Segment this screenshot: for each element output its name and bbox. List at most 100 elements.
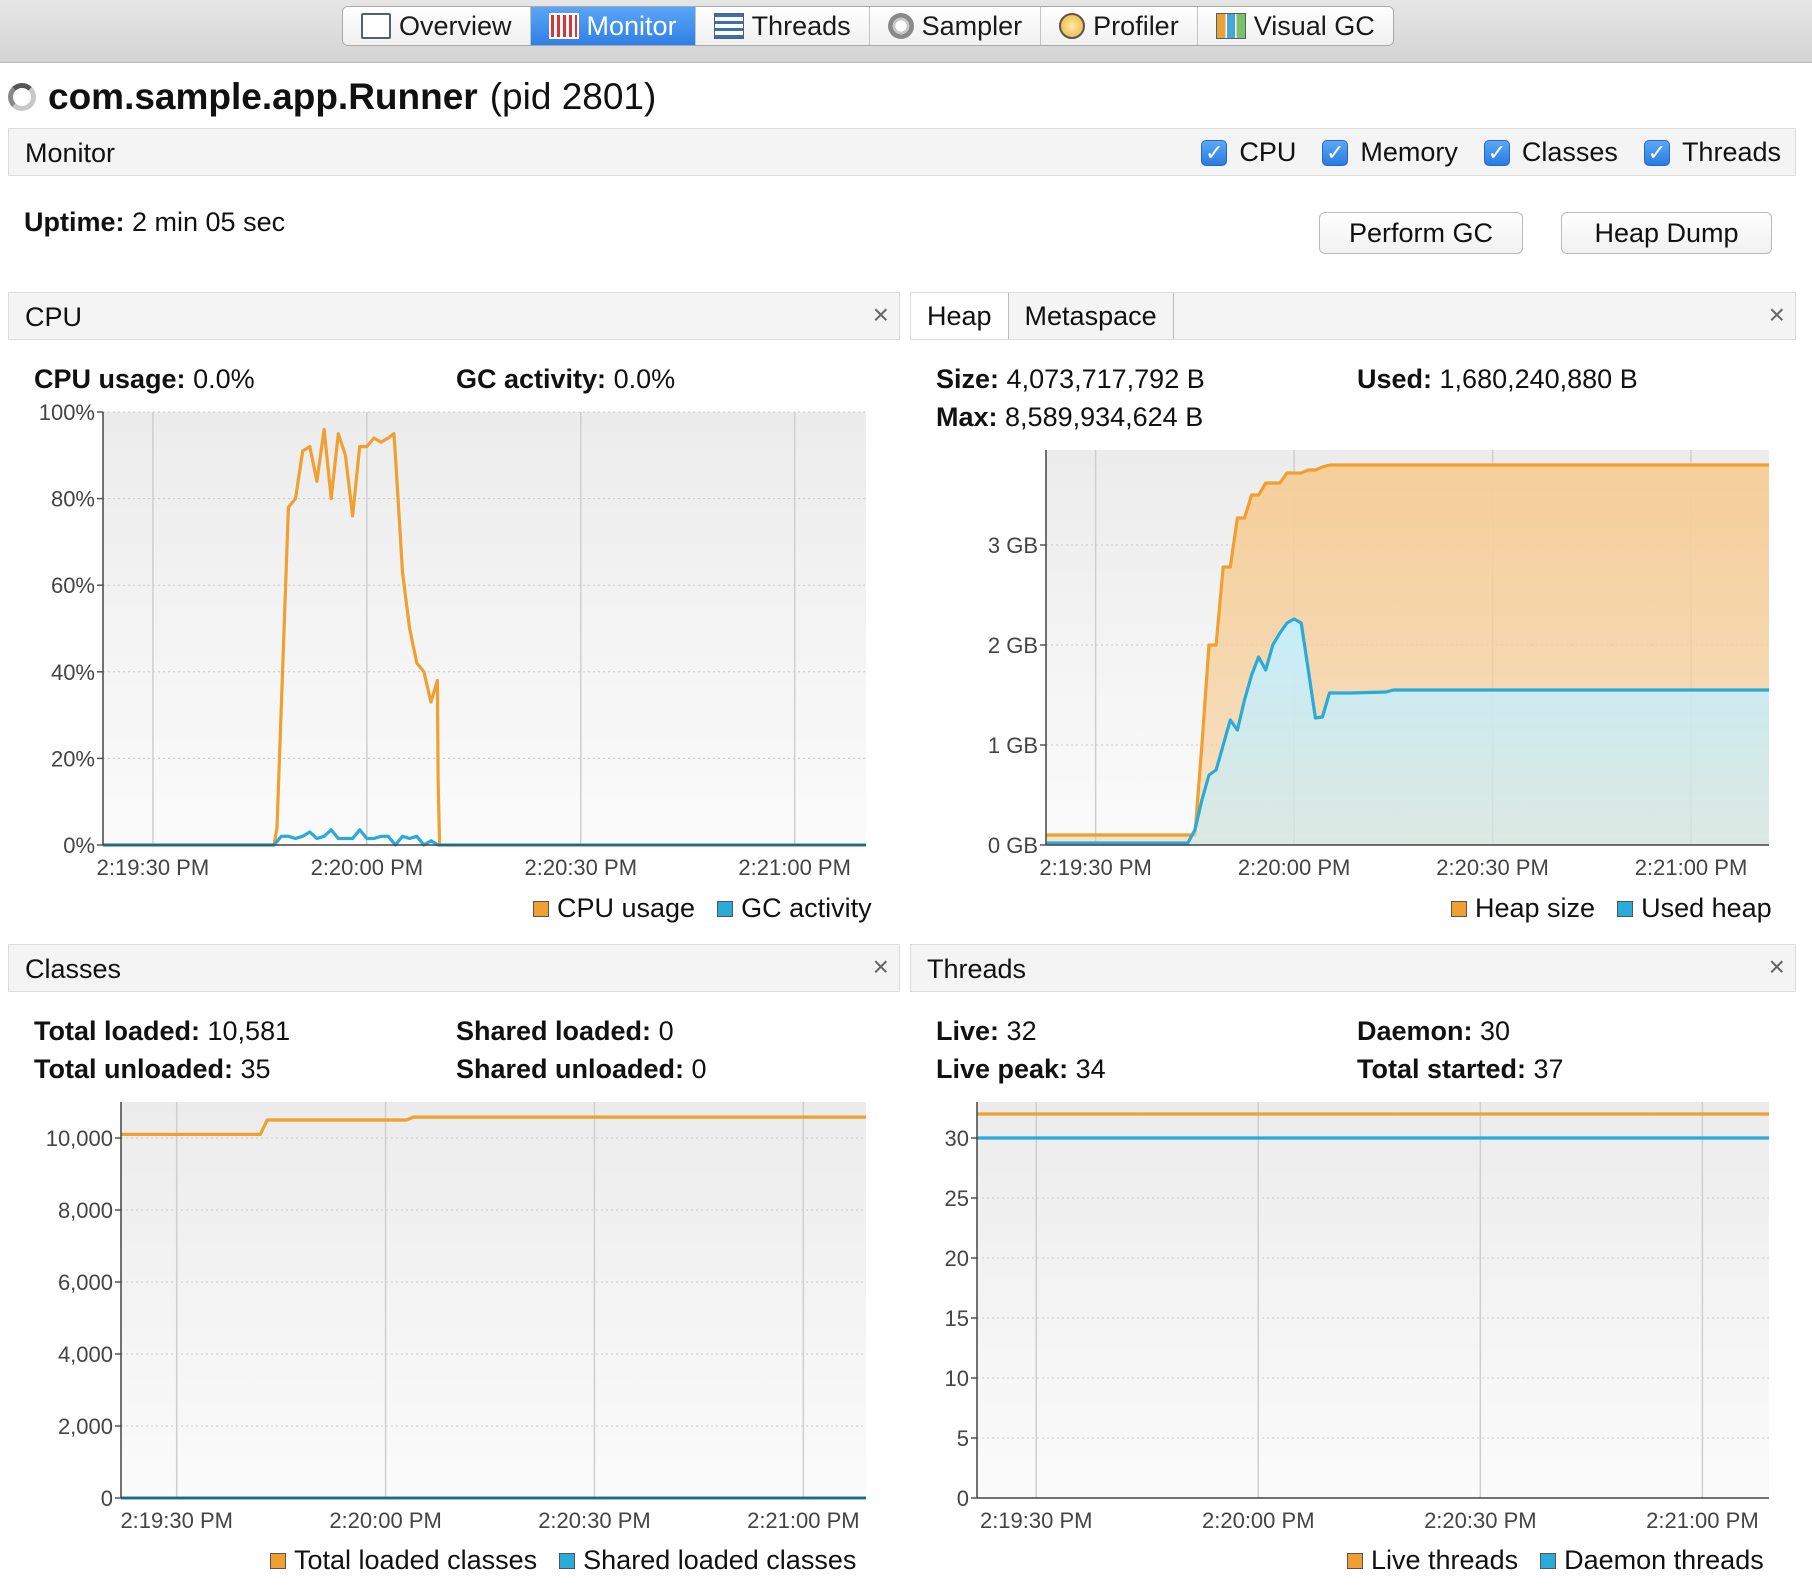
heap-dump-button[interactable]: Heap Dump: [1561, 212, 1772, 254]
stat-value: 8,589,934,624 B: [1005, 402, 1204, 432]
series-line-heap-size: [1046, 463, 1769, 837]
y-tick-label: 0 GB: [988, 833, 1038, 858]
heap-chart: 0 GB 1 GB 2 GB 3 GB 2:19:30 PM 2:20:00 PM 2:20…: [988, 450, 1769, 880]
uptime-value: 2 min 05 sec: [132, 207, 286, 237]
legend-label: CPU usage: [557, 893, 696, 923]
threads-icon: [713, 13, 744, 39]
threads-checkbox[interactable]: ✓ Threads: [1643, 137, 1781, 168]
checkmark-icon[interactable]: ✓: [1322, 139, 1349, 166]
close-icon[interactable]: ×: [1768, 299, 1785, 330]
perform-gc-button[interactable]: Perform GC: [1319, 212, 1523, 254]
legend-item: GC activity: [717, 893, 872, 924]
shared-loaded-stat: Shared loaded: 0: [456, 1016, 674, 1047]
y-tick-label: 3 GB: [988, 533, 1038, 558]
stat-label: Total unloaded:: [34, 1054, 233, 1084]
legend-swatch: [1451, 900, 1467, 917]
y-tick-label: 1 GB: [988, 733, 1038, 758]
legend-swatch: [1617, 900, 1634, 917]
stat-value: 34: [1075, 1054, 1106, 1084]
tab-monitor[interactable]: Monitor: [530, 7, 696, 45]
live-threads-stat: Live: 32: [936, 1016, 1037, 1047]
tab-label: Sampler: [921, 10, 1023, 41]
stat-label: Live:: [936, 1016, 1000, 1046]
legend-label: Total loaded classes: [294, 1545, 538, 1575]
close-icon[interactable]: ×: [1768, 951, 1785, 982]
checkmark-icon[interactable]: ✓: [1643, 139, 1670, 166]
profiler-icon: [1059, 13, 1086, 39]
total-started-stat: Total started: 37: [1357, 1054, 1564, 1085]
y-tick-label: 30: [945, 1126, 969, 1151]
y-tick-label: 5: [957, 1426, 969, 1451]
classes-checkbox[interactable]: ✓ Classes: [1483, 137, 1618, 168]
legend-item: CPU usage: [533, 893, 695, 924]
tab-metaspace[interactable]: Metaspace: [1009, 293, 1174, 339]
heap-max-stat: Max: 8,589,934,624 B: [936, 402, 1203, 433]
legend-item: Total loaded classes: [270, 1545, 537, 1576]
total-loaded-stat: Total loaded: 10,581: [34, 1016, 290, 1047]
tab-visual-gc[interactable]: Visual GC: [1197, 7, 1393, 45]
live-peak-stat: Live peak: 34: [936, 1054, 1106, 1085]
tab-label: Visual GC: [1253, 10, 1375, 41]
y-tick-label: 80%: [51, 487, 95, 512]
tab-sampler[interactable]: Sampler: [869, 7, 1042, 45]
series-line-gc-activity: [103, 828, 866, 847]
close-icon[interactable]: ×: [872, 951, 889, 982]
memory-checkbox[interactable]: ✓ Memory: [1322, 137, 1458, 168]
monitor-label: Monitor: [25, 138, 116, 168]
x-tick-label: 2:20:30 PM: [1424, 1508, 1537, 1533]
toolbar: Overview Monitor Threads Sampler Profile…: [0, 0, 1812, 63]
tab-strip: Overview Monitor Threads Sampler Profile…: [342, 6, 1394, 46]
sampler-icon: [887, 13, 914, 39]
y-tick-label: 6,000: [58, 1270, 113, 1295]
stat-value: 35: [240, 1054, 271, 1084]
stat-value: 0: [658, 1016, 674, 1046]
checkbox-label: Threads: [1681, 137, 1781, 167]
threads-panel-title: Threads: [927, 954, 1027, 984]
monitor-header: Monitor ✓ CPU ✓ Memory ✓ Classes ✓ Threa…: [8, 128, 1796, 176]
checkmark-icon[interactable]: ✓: [1201, 139, 1228, 166]
y-tick-label: 20: [945, 1246, 969, 1271]
tab-label: Threads: [751, 10, 851, 41]
cpu-checkbox[interactable]: ✓ CPU: [1201, 137, 1296, 168]
stat-value: 0.0%: [193, 364, 255, 394]
tab-label: Profiler: [1093, 10, 1179, 41]
y-tick-label: 8,000: [58, 1198, 113, 1223]
total-unloaded-stat: Total unloaded: 35: [34, 1054, 271, 1085]
heap-legend: Heap size Used heap: [1451, 893, 1772, 924]
tab-threads[interactable]: Threads: [695, 7, 870, 45]
heap-size-stat: Size: 4,073,717,792 B: [936, 364, 1205, 395]
y-tick-label: 10,000: [46, 1126, 113, 1151]
stat-value: 4,073,717,792 B: [1006, 364, 1205, 394]
checkbox-label: CPU: [1239, 137, 1297, 167]
tab-profiler[interactable]: Profiler: [1041, 7, 1198, 45]
shared-unloaded-stat: Shared unloaded: 0: [456, 1054, 707, 1085]
legend-label: Daemon threads: [1564, 1545, 1764, 1575]
close-icon[interactable]: ×: [872, 299, 889, 330]
stat-value: 1,680,240,880 B: [1439, 364, 1638, 394]
legend-swatch: [533, 900, 549, 917]
uptime-label: Uptime:: [24, 207, 125, 237]
y-tick-label: 25: [945, 1186, 969, 1211]
cpu-usage-stat: CPU usage: 0.0%: [34, 364, 255, 395]
x-tick-label: 2:20:30 PM: [525, 855, 638, 880]
stat-value: 0.0%: [613, 364, 676, 394]
legend-swatch: [1540, 1552, 1557, 1569]
view-toggles: ✓ CPU ✓ Memory ✓ Classes ✓ Threads: [1201, 137, 1781, 168]
series-line-total-loaded-classes: [121, 1115, 866, 1136]
legend-label: GC activity: [741, 893, 872, 923]
stat-label: Total started:: [1357, 1054, 1527, 1084]
classes-chart: 0 2,000 4,000 6,000 8,000 10,000 2:19:30 PM 2:2…: [46, 1102, 866, 1533]
x-tick-label: 2:20:30 PM: [1436, 855, 1549, 880]
stat-label: Max:: [936, 402, 998, 432]
tab-overview[interactable]: Overview: [343, 7, 531, 45]
app-pid: (pid 2801): [489, 76, 657, 117]
loading-spinner-icon: [8, 83, 36, 111]
stat-label: Shared unloaded:: [456, 1054, 685, 1084]
threads-chart: 0 5 10 15 20 25 30 2:19:30 PM 2:20:00 PM 2:20:30 …: [945, 1102, 1769, 1533]
x-tick-label: 2:19:30 PM: [1039, 855, 1152, 880]
x-tick-label: 2:20:00 PM: [311, 855, 424, 880]
cpu-chart: 0% 20% 40% 60% 80% 100% 2:19:30 PM 2:20:00 PM 2:…: [39, 400, 866, 880]
series-line-used-heap: [1046, 617, 1769, 845]
tab-heap[interactable]: Heap: [911, 293, 1009, 339]
checkmark-icon[interactable]: ✓: [1483, 139, 1510, 166]
